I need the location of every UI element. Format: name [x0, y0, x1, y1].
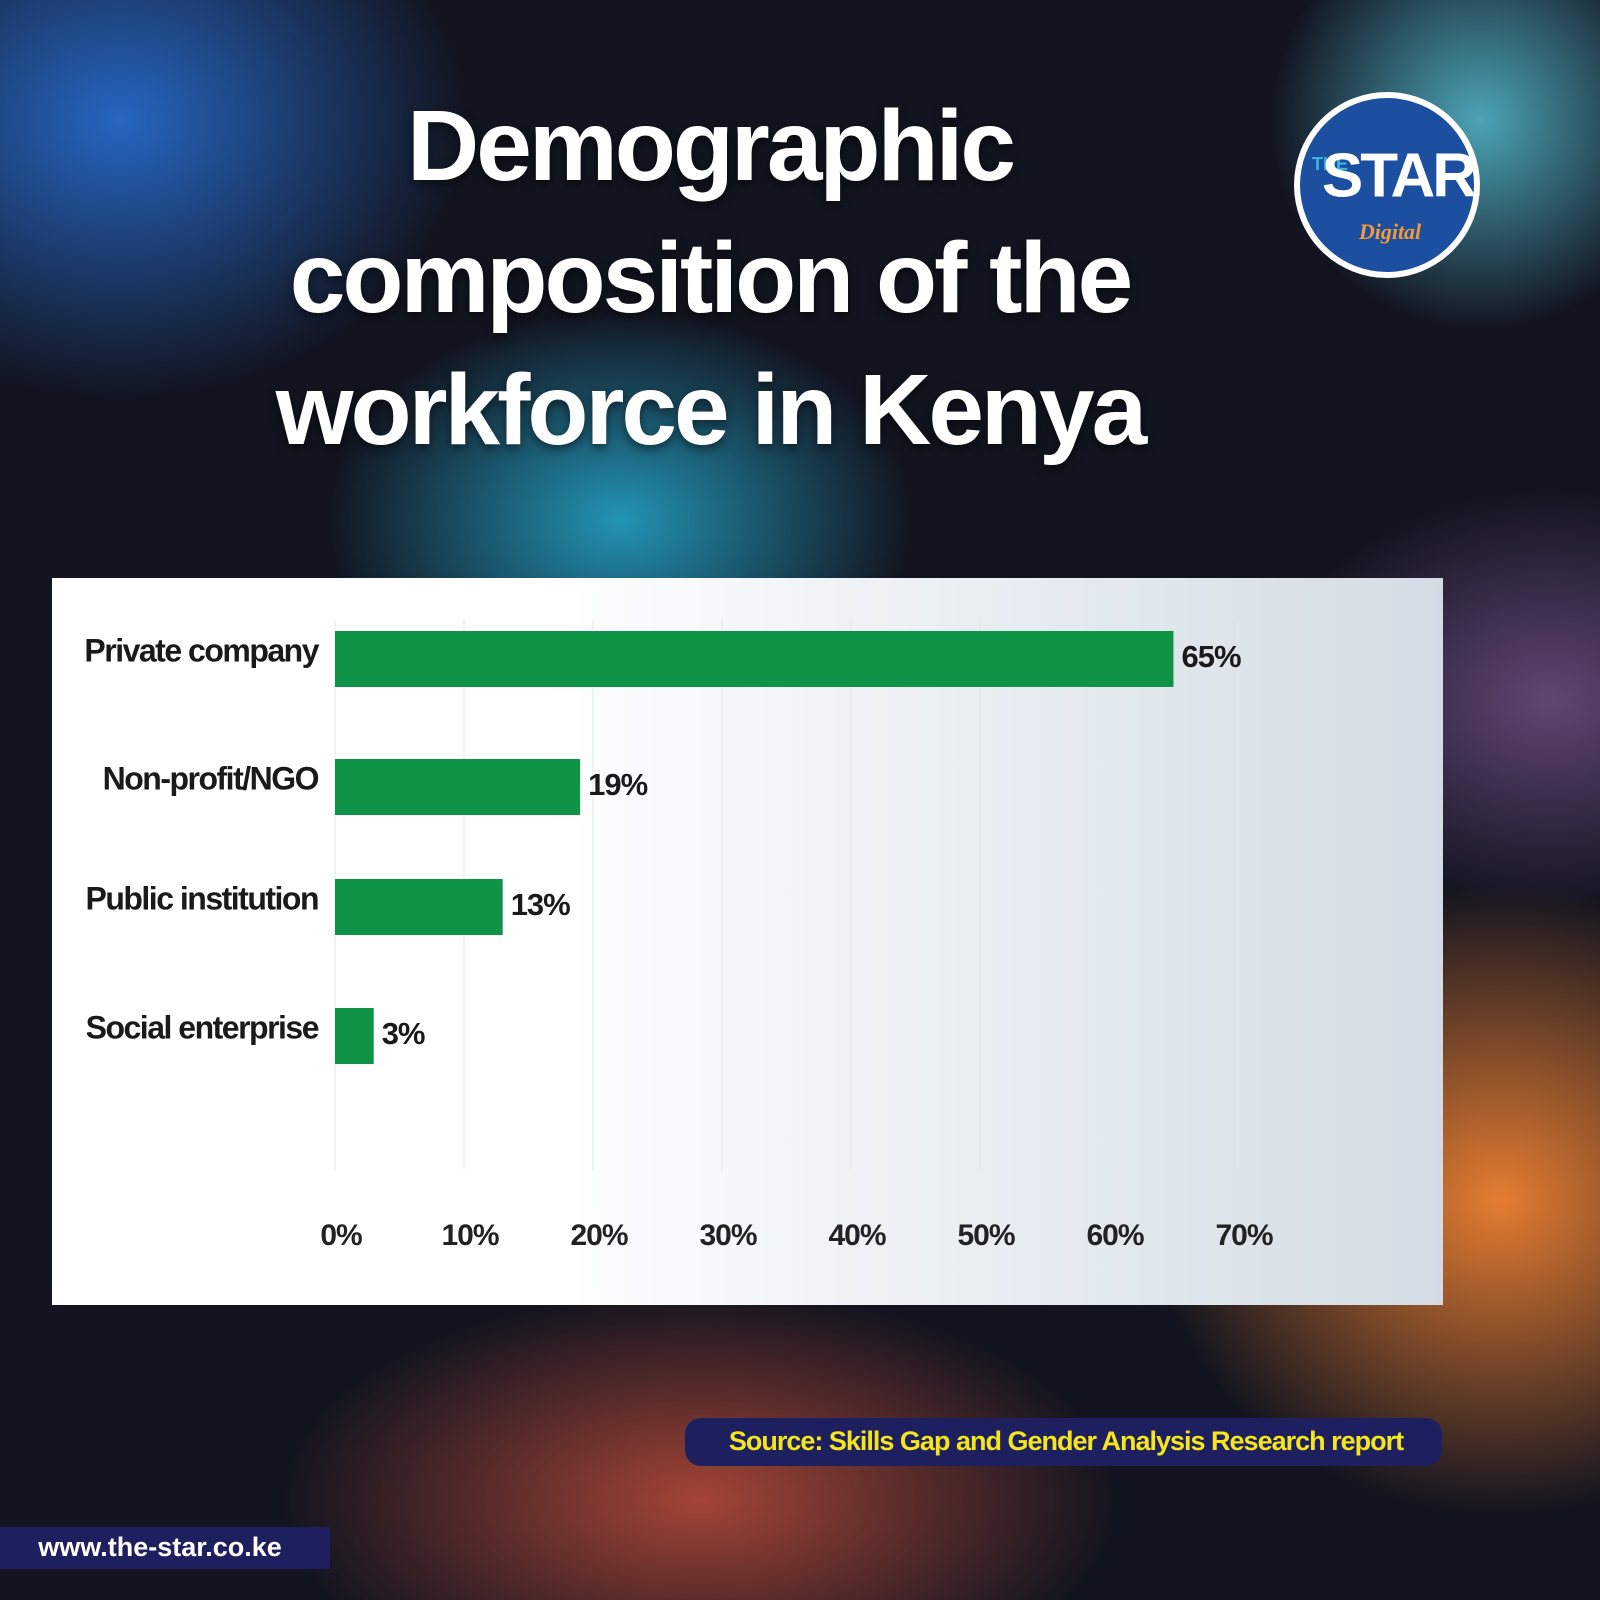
bar	[335, 631, 1174, 687]
x-tick-label: 40%	[828, 1219, 885, 1252]
logo-star: STAR	[1322, 141, 1476, 210]
data-label: 65%	[1182, 639, 1241, 674]
x-tick-label: 50%	[957, 1219, 1014, 1252]
chart-title: Demographic composition of the workforce…	[275, 90, 1148, 466]
website: www.the-star.co.ke	[37, 1532, 282, 1562]
y-tick-label: Public institution	[85, 880, 318, 916]
source-pill	[685, 1418, 1442, 1466]
logo-the: THE	[1312, 154, 1348, 174]
x-tick-label: 30%	[699, 1219, 756, 1252]
data-label: 19%	[588, 767, 647, 802]
x-tick-label: 20%	[570, 1219, 627, 1252]
x-tick-label: 60%	[1086, 1219, 1143, 1252]
y-tick-label: Private company	[84, 632, 319, 668]
x-tick-label: 0%	[320, 1219, 362, 1252]
logo	[1294, 92, 1480, 278]
website-box	[0, 1527, 330, 1569]
data-label: 3%	[382, 1016, 425, 1051]
bar	[335, 879, 503, 935]
data-label: 13%	[511, 887, 570, 922]
x-tick-label: 70%	[1215, 1219, 1272, 1252]
y-tick-label: Non-profit/NGO	[103, 760, 319, 796]
x-tick-label: 10%	[441, 1219, 498, 1252]
source: Source: Skills Gap and Gender Analysis R…	[729, 1426, 1404, 1456]
chart-panel	[52, 578, 1443, 1305]
logo-digital: Digital	[1358, 219, 1422, 244]
y-tick-label: Social enterprise	[86, 1009, 319, 1045]
bar	[335, 759, 581, 815]
bar	[335, 1008, 374, 1064]
